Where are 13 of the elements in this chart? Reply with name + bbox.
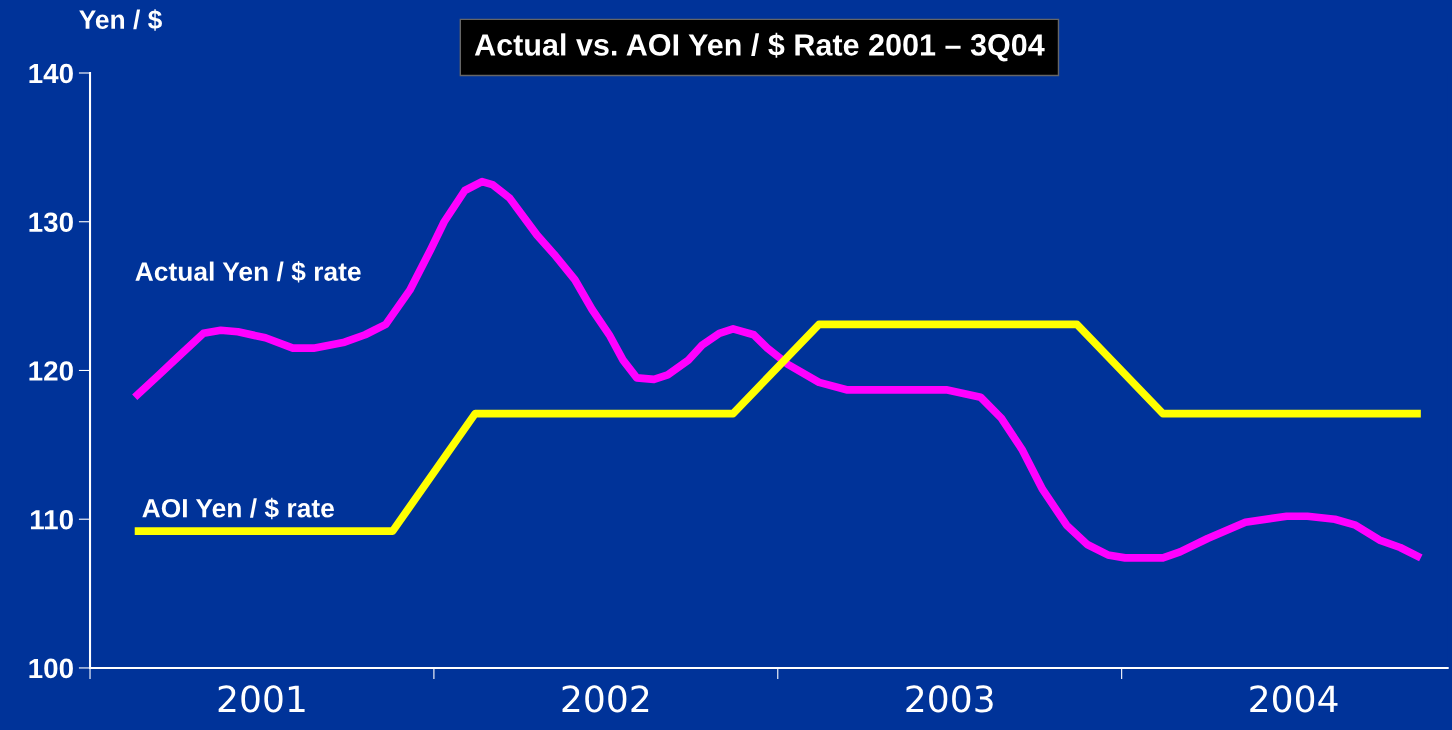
y-tick-label: 100 <box>29 658 73 679</box>
x-tick-label: 2003 <box>906 685 993 713</box>
series-label: AOI Yen / $ rate <box>142 497 334 520</box>
x-tick-label: 2002 <box>562 685 649 713</box>
y-tick-label: 130 <box>29 212 73 233</box>
y-tick-label: 140 <box>29 63 73 84</box>
chart-title: Actual vs. AOI Yen / $ Rate 2001 – 3Q04 <box>474 32 1045 62</box>
x-tick-label: 2004 <box>1250 685 1338 713</box>
y-tick-label: 120 <box>29 361 73 381</box>
x-tick-label: 2001 <box>218 685 305 713</box>
series-label: Actual Yen / $ rate <box>135 261 361 283</box>
y-tick-label: 110 <box>30 509 73 530</box>
y-axis-title: Yen / $ <box>79 9 162 31</box>
